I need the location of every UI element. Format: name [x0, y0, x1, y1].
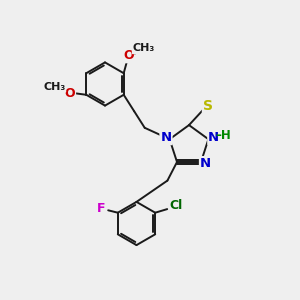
Text: O: O [64, 87, 75, 100]
Text: CH₃: CH₃ [133, 43, 155, 53]
Text: N: N [208, 131, 219, 144]
Text: CH₃: CH₃ [43, 82, 65, 92]
Text: Cl: Cl [169, 199, 183, 212]
Text: F: F [96, 202, 105, 215]
Text: S: S [203, 99, 213, 113]
Text: –H: –H [215, 129, 231, 142]
Text: O: O [123, 49, 134, 62]
Text: N: N [160, 131, 172, 144]
Text: N: N [200, 157, 211, 170]
